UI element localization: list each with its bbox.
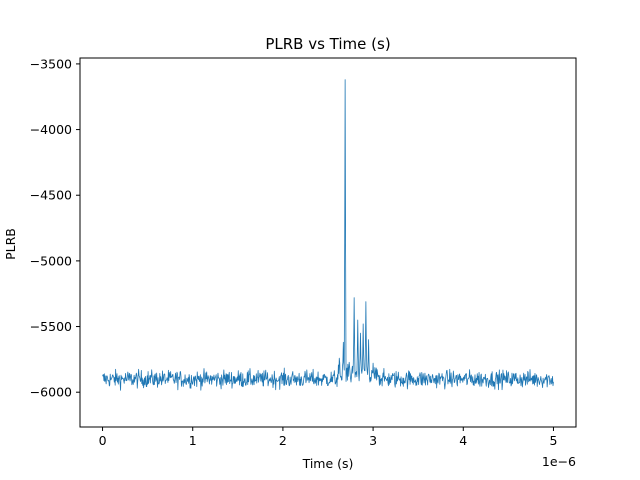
y-axis: −6000 −5500 −5000 −4500 −4000 −3500 — [30, 56, 80, 400]
y-tick-label: −5000 — [30, 253, 72, 268]
axes-frame — [79, 57, 577, 428]
x-axis-offset-label: 1e−6 — [542, 454, 576, 469]
x-tick-label: 2 — [279, 433, 287, 448]
y-tick-label: −5500 — [30, 319, 72, 334]
y-axis-label: PLRB — [3, 228, 18, 260]
y-tick-label: −3500 — [30, 56, 72, 71]
plot-area: 0 1 2 3 4 5 −6000 −5500 −5000 −4500 −4000 −3500 — [30, 56, 577, 448]
series-layer — [102, 79, 554, 391]
x-tick-label: 5 — [549, 433, 557, 448]
x-tick-label: 3 — [369, 433, 377, 448]
x-tick-label: 4 — [459, 433, 467, 448]
x-tick-label: 1 — [189, 433, 197, 448]
chart-title: PLRB vs Time (s) — [265, 35, 390, 53]
series-line-plrb — [102, 79, 554, 391]
y-tick-label: −4500 — [30, 188, 72, 203]
y-tick-label: −6000 — [30, 385, 72, 400]
y-tick-label: −4000 — [30, 122, 72, 137]
x-axis: 0 1 2 3 4 5 — [99, 427, 557, 448]
x-axis-label: Time (s) — [302, 456, 354, 471]
x-tick-label: 0 — [99, 433, 107, 448]
